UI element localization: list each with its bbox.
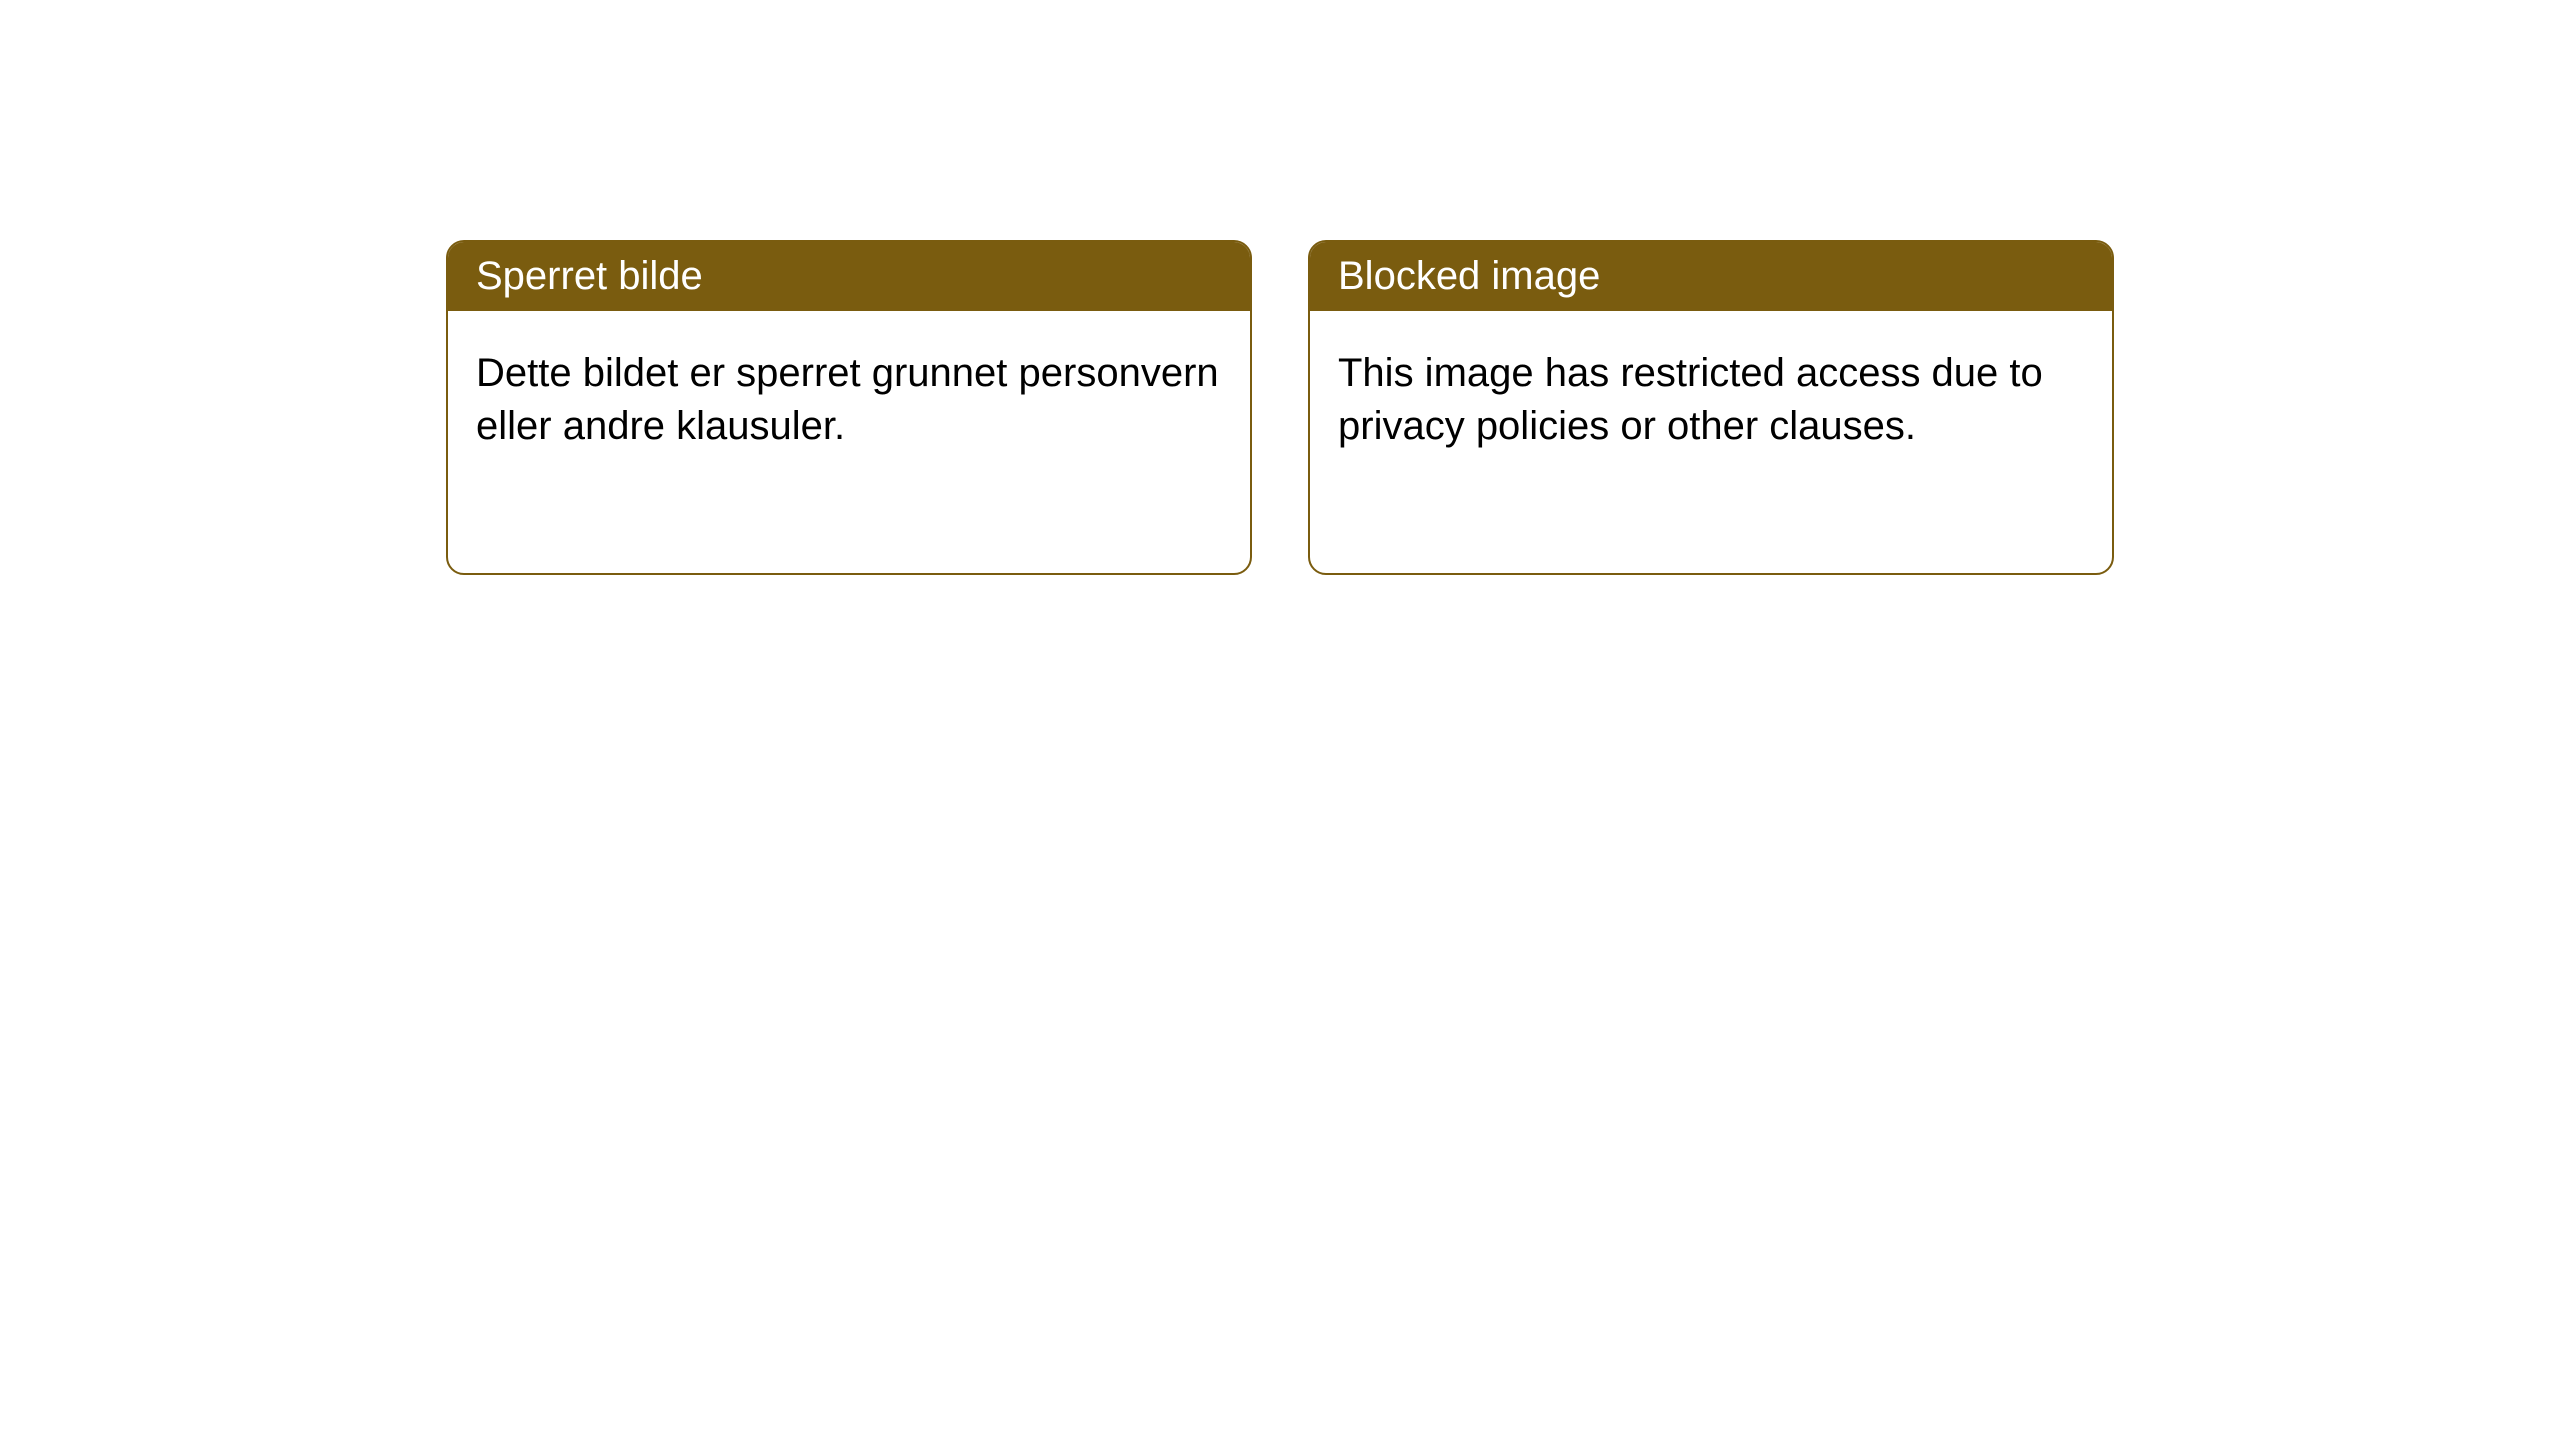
notice-header-norwegian: Sperret bilde (448, 242, 1250, 311)
notice-header-english: Blocked image (1310, 242, 2112, 311)
notice-body-norwegian: Dette bildet er sperret grunnet personve… (448, 311, 1250, 489)
notice-card-norwegian: Sperret bilde Dette bildet er sperret gr… (446, 240, 1252, 575)
notice-card-english: Blocked image This image has restricted … (1308, 240, 2114, 575)
notice-body-english: This image has restricted access due to … (1310, 311, 2112, 489)
notice-cards-container: Sperret bilde Dette bildet er sperret gr… (446, 240, 2114, 575)
